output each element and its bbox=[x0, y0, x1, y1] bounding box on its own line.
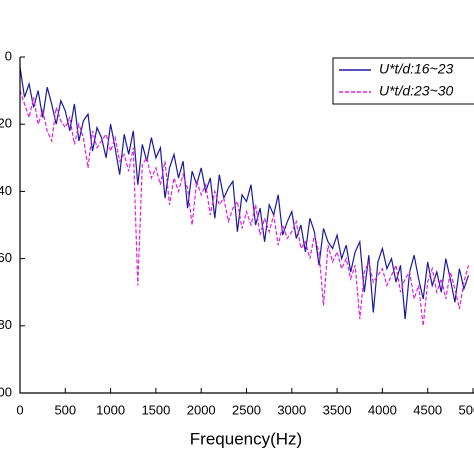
x-tick-label: 3000 bbox=[277, 402, 306, 417]
y-tick-label: -60 bbox=[0, 250, 12, 265]
series-line bbox=[19, 67, 470, 320]
y-tick-label: -20 bbox=[0, 116, 12, 131]
legend-box bbox=[332, 57, 474, 105]
x-tick-label: 4500 bbox=[413, 402, 442, 417]
x-tick-label: 500 bbox=[54, 402, 76, 417]
y-tick-label: -80 bbox=[0, 317, 12, 332]
legend-label: U*t/d:16~23 bbox=[379, 61, 454, 77]
x-tick-label: 2500 bbox=[232, 402, 261, 417]
x-tick-label: 0 bbox=[16, 402, 23, 417]
y-tick-label: -100 bbox=[0, 384, 12, 399]
y-tick-label: -40 bbox=[0, 183, 12, 198]
x-tick-label: 1000 bbox=[96, 402, 125, 417]
x-tick-label: 4000 bbox=[368, 402, 397, 417]
x-axis-label: Frequency(Hz) bbox=[190, 429, 302, 448]
legend-label: U*t/d:23~30 bbox=[379, 83, 454, 99]
x-tick-label: 5000 bbox=[459, 402, 474, 417]
x-tick-label: 1500 bbox=[141, 402, 170, 417]
series-line bbox=[19, 90, 470, 326]
x-tick-label: 3500 bbox=[323, 402, 352, 417]
axis-frame bbox=[19, 57, 474, 394]
y-tick-label: 0 bbox=[5, 48, 12, 63]
x-tick-label: 2000 bbox=[187, 402, 216, 417]
